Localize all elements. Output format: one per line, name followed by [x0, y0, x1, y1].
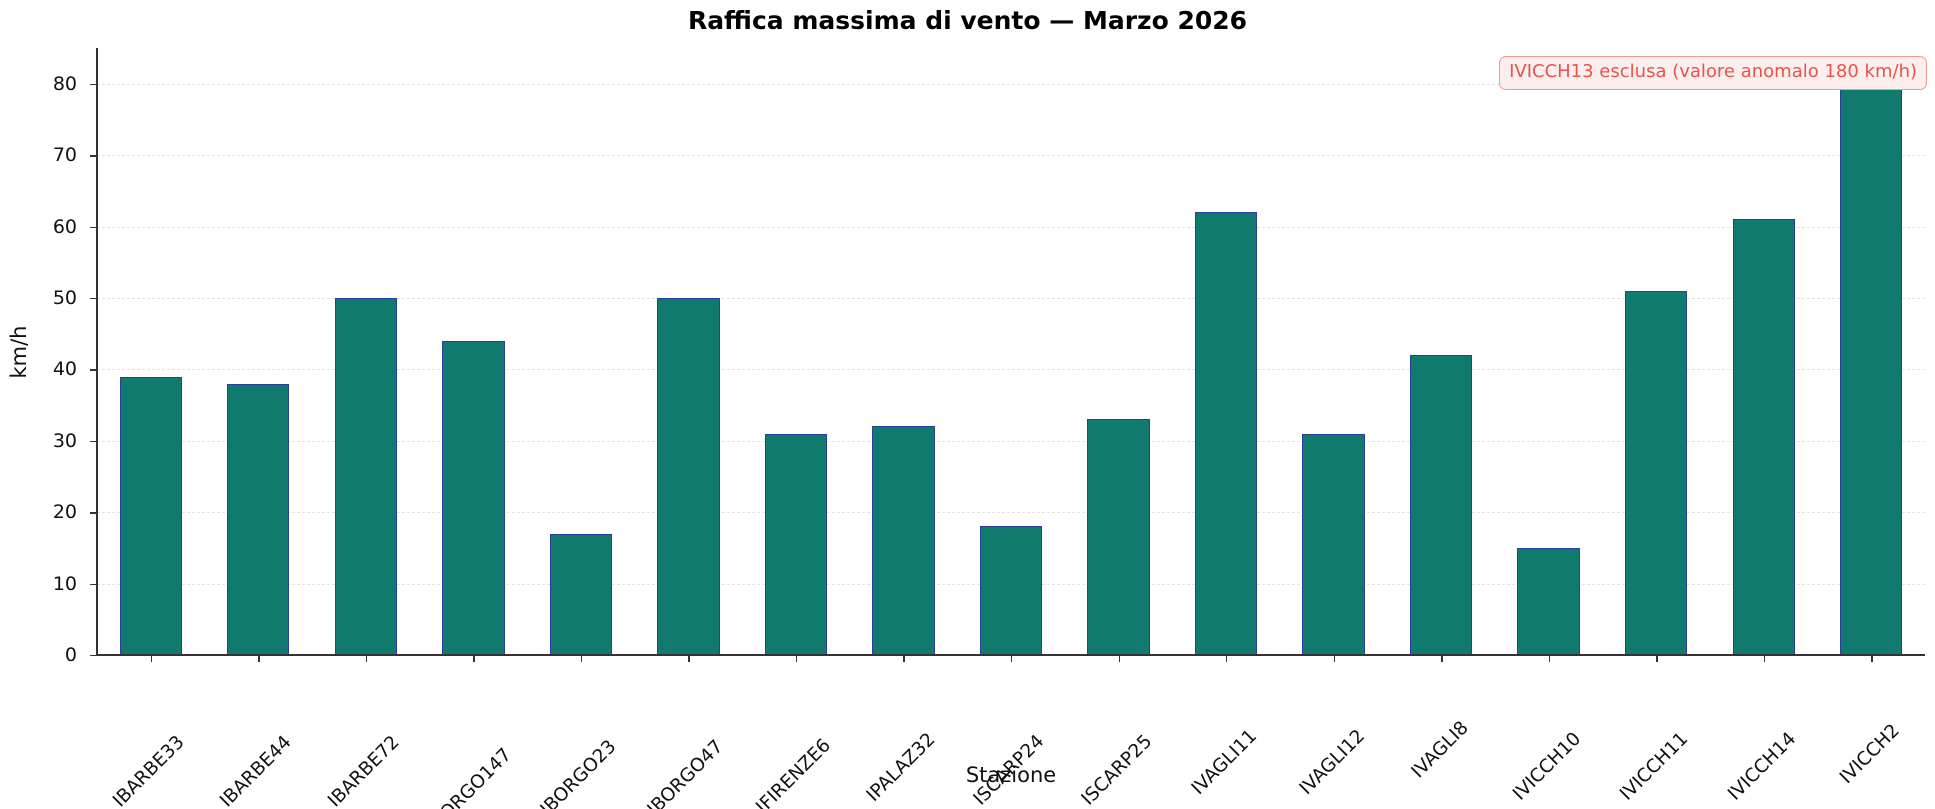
bar[interactable] — [1409, 355, 1473, 655]
bar[interactable] — [872, 426, 935, 655]
x-tick-mark — [688, 655, 690, 662]
y-tick-mark — [90, 226, 97, 228]
chart-title: Raffica massima di vento — Marzo 2026 — [687, 6, 1248, 35]
x-axis-label: Stazione — [965, 763, 1057, 787]
gridline — [97, 512, 1925, 514]
y-tick-label: 70 — [52, 144, 77, 167]
bar[interactable] — [1732, 219, 1795, 655]
y-tick-label: 20 — [52, 501, 77, 524]
y-axis-spine — [96, 48, 98, 655]
x-tick-mark — [1763, 655, 1766, 662]
bar[interactable] — [1087, 419, 1150, 655]
y-tick-mark — [90, 155, 97, 157]
bar[interactable] — [1194, 212, 1258, 655]
y-tick-label: 10 — [52, 572, 77, 595]
bar[interactable] — [549, 533, 613, 655]
x-tick-mark — [795, 655, 798, 662]
y-tick-label: 80 — [52, 72, 77, 95]
bar[interactable] — [1517, 547, 1580, 655]
x-tick-mark — [473, 655, 475, 662]
y-tick-mark — [90, 583, 97, 585]
gridline — [97, 155, 1925, 157]
x-tick-mark — [1011, 655, 1013, 662]
y-tick-label: 60 — [52, 215, 77, 238]
bar[interactable] — [657, 297, 720, 655]
gridline — [97, 369, 1925, 371]
bar[interactable] — [119, 376, 182, 655]
y-tick-label: 30 — [52, 429, 77, 452]
x-tick-mark — [1441, 655, 1443, 662]
bar[interactable] — [442, 340, 505, 655]
x-tick-mark — [258, 655, 260, 662]
gridline — [97, 440, 1925, 442]
bar[interactable] — [764, 433, 828, 655]
y-tick-mark — [90, 83, 97, 86]
gridline — [97, 83, 1925, 85]
x-tick-mark — [580, 655, 583, 662]
x-tick-mark — [1333, 655, 1335, 662]
plot-area: 0 10 20 30 40 50 60 70 80 IBARBE33 IBARBE44 IBARBE… — [7, 48, 1925, 809]
y-tick-mark — [90, 297, 97, 300]
x-tick-mark — [1118, 655, 1120, 662]
gridline — [97, 226, 1925, 228]
x-tick-mark — [1871, 655, 1873, 662]
gridline — [97, 297, 1925, 299]
x-tick-mark — [365, 655, 368, 662]
bar[interactable] — [227, 383, 290, 655]
annotation-excluded-station: IVICCH13 esclusa (valore anomalo 180 km/… — [1499, 56, 1927, 90]
y-tick-mark — [90, 655, 97, 657]
y-tick-mark — [90, 369, 97, 371]
y-tick-label: 40 — [52, 358, 77, 381]
bar[interactable] — [1840, 76, 1903, 655]
bar[interactable] — [979, 526, 1043, 655]
bar[interactable] — [1624, 290, 1688, 655]
x-axis-spine — [97, 654, 1925, 656]
x-tick-mark — [1548, 655, 1551, 662]
y-tick-label: 0 — [64, 644, 77, 666]
bar[interactable] — [1302, 433, 1365, 655]
x-tick-mark — [1226, 655, 1228, 662]
y-tick-label: 50 — [52, 286, 77, 309]
y-axis-label: km/h — [7, 324, 31, 379]
x-tick-mark — [903, 655, 905, 662]
x-tick-mark — [150, 655, 153, 662]
y-tick-mark — [90, 512, 97, 514]
y-tick-mark — [90, 440, 97, 443]
bar[interactable] — [334, 297, 397, 655]
x-tick-mark — [1656, 655, 1658, 662]
